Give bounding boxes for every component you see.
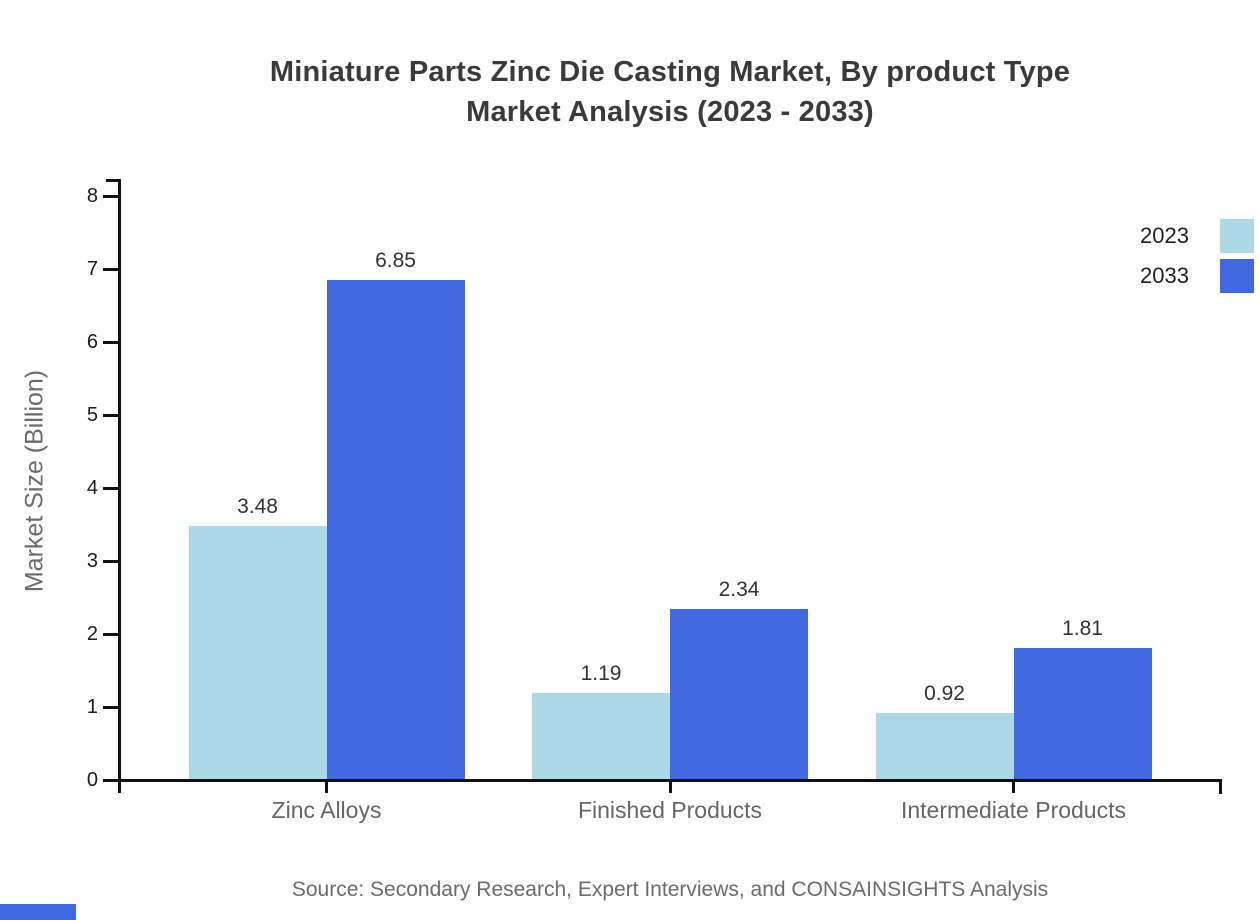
y-tick-7 xyxy=(103,267,118,271)
y-axis-top-cap xyxy=(106,179,121,182)
y-tick-label-0: 0 xyxy=(86,769,98,791)
category-label-finished-products: Finished Products xyxy=(577,797,763,823)
legend-swatch-2023 xyxy=(1220,219,1254,253)
y-tick-5 xyxy=(103,413,118,417)
x-axis-end-cap xyxy=(1219,779,1222,794)
legend-swatch-2033 xyxy=(1220,259,1254,293)
x-tick-intermediate-products xyxy=(1012,780,1015,793)
y-tick-label-5: 5 xyxy=(86,404,98,426)
y-tick-1 xyxy=(103,705,118,709)
y-tick-label-3: 3 xyxy=(86,550,98,572)
value-label-2023-intermediate-products: 0.92 xyxy=(924,681,965,705)
bar-2033-zinc-alloys xyxy=(326,279,465,780)
bar-2033-finished-products xyxy=(670,609,808,780)
y-tick-label-6: 6 xyxy=(86,331,98,353)
category-label-intermediate-products: Intermediate Products xyxy=(900,797,1126,823)
value-label-2033-finished-products: 2.34 xyxy=(718,578,760,602)
bar-2023-zinc-alloys xyxy=(188,525,327,780)
y-tick-label-4: 4 xyxy=(86,477,98,499)
legend-label-2033: 2033 xyxy=(1140,263,1189,288)
legend-label-2023: 2023 xyxy=(1140,223,1189,248)
chart-title: Miniature Parts Zinc Die Casting Market,… xyxy=(80,52,1260,132)
y-axis-line xyxy=(118,179,121,793)
y-tick-3 xyxy=(103,559,118,563)
bar-2023-intermediate-products xyxy=(875,712,1014,780)
bar-2023-finished-products xyxy=(532,693,670,780)
legend: 2023 2033 xyxy=(1140,219,1254,299)
value-label-2033-intermediate-products: 1.81 xyxy=(1062,616,1103,640)
y-tick-2 xyxy=(103,632,118,636)
legend-item-2023: 2023 xyxy=(1140,219,1254,253)
value-label-2023-finished-products: 1.19 xyxy=(580,662,622,686)
chart-title-line1: Miniature Parts Zinc Die Casting Market,… xyxy=(269,56,1071,88)
x-axis-line xyxy=(108,779,1222,782)
brand-mark xyxy=(0,904,76,920)
x-tick-finished-products xyxy=(668,780,672,793)
chart-title-line2: Market Analysis (2023 - 2033) xyxy=(466,96,874,128)
source-note: Source: Secondary Research, Expert Inter… xyxy=(291,878,1049,901)
y-tick-label-2: 2 xyxy=(86,623,98,645)
legend-item-2033: 2033 xyxy=(1140,259,1254,293)
x-tick-zinc-alloys xyxy=(325,780,328,793)
y-tick-6 xyxy=(103,340,118,344)
y-tick-8 xyxy=(103,194,118,198)
y-tick-label-8: 8 xyxy=(86,185,98,207)
y-tick-4 xyxy=(103,486,118,490)
y-tick-label-7: 7 xyxy=(86,258,98,280)
bar-2033-intermediate-products xyxy=(1013,647,1152,780)
y-tick-label-1: 1 xyxy=(86,696,98,718)
category-label-zinc-alloys: Zinc Alloys xyxy=(271,797,382,823)
value-label-2033-zinc-alloys: 6.85 xyxy=(375,248,416,272)
value-label-2023-zinc-alloys: 3.48 xyxy=(237,494,278,518)
